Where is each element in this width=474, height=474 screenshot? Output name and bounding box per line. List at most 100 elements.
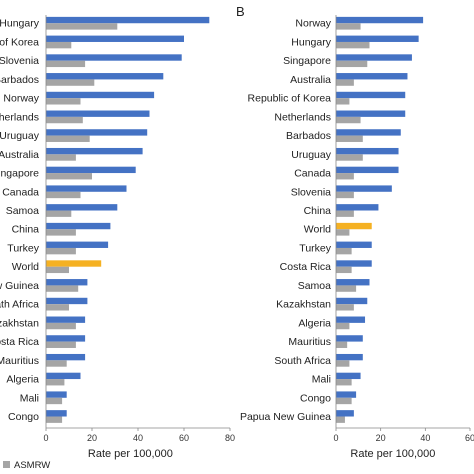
bar-rate: [46, 222, 111, 230]
category-label: Barbados: [286, 130, 331, 142]
bar-rate: [336, 73, 408, 80]
panel-label: B: [236, 4, 245, 19]
bar-asmrw: [336, 23, 361, 30]
bar-asmrw: [46, 173, 92, 180]
category-label: Uruguay: [291, 149, 331, 161]
bar-asmrw: [46, 41, 72, 49]
bar-asmrw: [46, 135, 90, 142]
bar-asmrw: [336, 135, 363, 142]
bar-rate: [46, 91, 155, 99]
category-label: Norway: [295, 18, 331, 30]
bar-asmrw: [46, 266, 69, 274]
bar-rate: [46, 335, 86, 342]
bar-asmrw: [46, 322, 76, 330]
bar-rate: [336, 297, 368, 305]
legend-label: ASMRW: [14, 460, 50, 471]
category-label: Barbados: [0, 74, 39, 86]
x-tick-label: 0: [43, 433, 48, 443]
bar-asmrw: [336, 379, 352, 386]
x-tick-label: 60: [179, 433, 189, 443]
bar-rate: [46, 147, 143, 155]
bar-asmrw: [46, 379, 65, 386]
bar-asmrw: [336, 266, 352, 274]
bar-asmrw: [336, 79, 354, 86]
category-label: Congo: [300, 392, 331, 404]
bar-rate: [336, 335, 363, 342]
bar-asmrw: [336, 416, 345, 423]
bar-rate: [46, 73, 164, 80]
category-label: South Africa: [274, 355, 331, 367]
bar-rate: [336, 35, 419, 42]
bar-asmrw: [336, 341, 348, 348]
bar-rate: [336, 54, 412, 61]
category-label: China: [12, 224, 40, 236]
x-tick-label: 20: [87, 433, 97, 443]
bar-asmrw: [336, 322, 350, 330]
category-label: World: [12, 261, 39, 273]
category-label: Hungary: [0, 18, 40, 30]
bar-rate: [336, 147, 399, 155]
category-label: World: [304, 224, 331, 236]
bar-asmrw: [336, 60, 368, 68]
bar-rate: [46, 35, 184, 42]
bar-rate: [336, 260, 372, 267]
panel-a: Hungary of Korea Slovenia Barbados Norway Net…: [0, 15, 235, 460]
bar-rate: [46, 260, 102, 267]
bar-asmrw: [336, 191, 354, 199]
category-label: Canada: [294, 168, 331, 180]
bar-rate: [46, 166, 136, 174]
category-label: Mauritius: [288, 336, 331, 348]
category-label: Singapore: [0, 168, 39, 180]
bar-rate: [336, 204, 379, 211]
bar-asmrw: [336, 98, 350, 105]
bar-rate: [46, 204, 118, 211]
bar-rate: [46, 410, 67, 417]
bar-asmrw: [336, 210, 354, 217]
bar-asmrw: [46, 210, 72, 217]
category-label: Samoa: [298, 280, 331, 292]
bar-rate: [46, 110, 150, 117]
bar-rate: [336, 166, 399, 174]
bar-asmrw: [46, 116, 83, 124]
category-label: Turkey: [299, 242, 331, 254]
bar-asmrw: [336, 154, 363, 161]
panel-b: B Norway Hungary Singapore Australia Republic…: [236, 4, 474, 460]
bar-asmrw: [336, 397, 352, 405]
category-label: Australia: [290, 74, 331, 86]
bar-rate: [336, 353, 363, 361]
category-label: Mali: [20, 392, 39, 404]
bar-asmrw: [336, 285, 357, 292]
bar-asmrw: [46, 60, 86, 68]
category-label: Republic of Korea: [248, 93, 332, 105]
category-label: Algeria: [298, 317, 331, 329]
bar-rate: [336, 16, 424, 24]
bar-asmrw: [336, 304, 354, 311]
category-label: Norway: [3, 93, 39, 105]
category-label: Turkey: [7, 242, 39, 254]
bar-rate: [46, 297, 88, 305]
bar-asmrw: [46, 416, 63, 423]
x-tick-label: 40: [420, 433, 430, 443]
bar-asmrw: [46, 191, 81, 199]
bar-rate: [336, 241, 372, 248]
bar-rate: [46, 316, 86, 323]
category-label: Mauritius: [0, 355, 39, 367]
bar-asmrw: [46, 229, 76, 236]
bar-asmrw: [46, 341, 76, 348]
legend: ASMRW: [3, 460, 50, 471]
bar-asmrw: [46, 304, 69, 311]
bar-asmrw: [336, 41, 370, 49]
bar-asmrw: [336, 229, 350, 236]
bar-rate: [336, 91, 406, 99]
category-label: Australia: [0, 149, 39, 161]
category-label: Slovenia: [0, 55, 39, 67]
bar-rate: [336, 129, 401, 136]
x-tick-label: 80: [225, 433, 235, 443]
bar-rate: [336, 222, 372, 230]
bar-asmrw: [46, 23, 118, 30]
bar-asmrw: [46, 360, 67, 367]
bar-asmrw: [336, 173, 354, 180]
category-label: Costa Rica: [280, 261, 332, 273]
bar-rate: [46, 279, 88, 286]
x-axis-label: Rate per 100,000: [350, 448, 435, 460]
